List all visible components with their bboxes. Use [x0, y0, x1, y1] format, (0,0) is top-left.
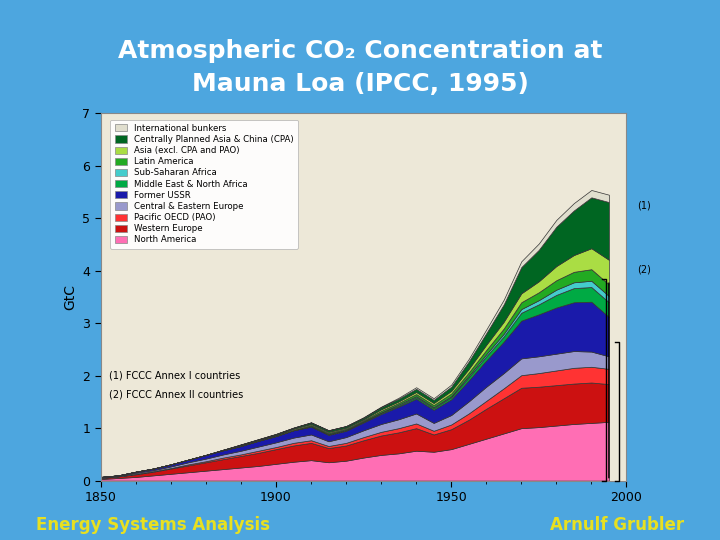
- Text: Arnulf Grubler: Arnulf Grubler: [550, 516, 684, 534]
- Text: (1): (1): [637, 200, 651, 210]
- Text: Atmospheric CO₂ Concentration at: Atmospheric CO₂ Concentration at: [118, 39, 602, 63]
- Text: (2) FCCC Annex II countries: (2) FCCC Annex II countries: [109, 389, 243, 399]
- Text: (1) FCCC Annex I countries: (1) FCCC Annex I countries: [109, 371, 240, 381]
- Legend: International bunkers, Centrally Planned Asia & China (CPA), Asia (excl. CPA and: International bunkers, Centrally Planned…: [110, 119, 297, 249]
- Text: Mauna Loa (IPCC, 1995): Mauna Loa (IPCC, 1995): [192, 72, 528, 96]
- Y-axis label: GtC: GtC: [63, 284, 77, 310]
- Text: Energy Systems Analysis: Energy Systems Analysis: [36, 516, 270, 534]
- Text: (2): (2): [637, 265, 651, 275]
